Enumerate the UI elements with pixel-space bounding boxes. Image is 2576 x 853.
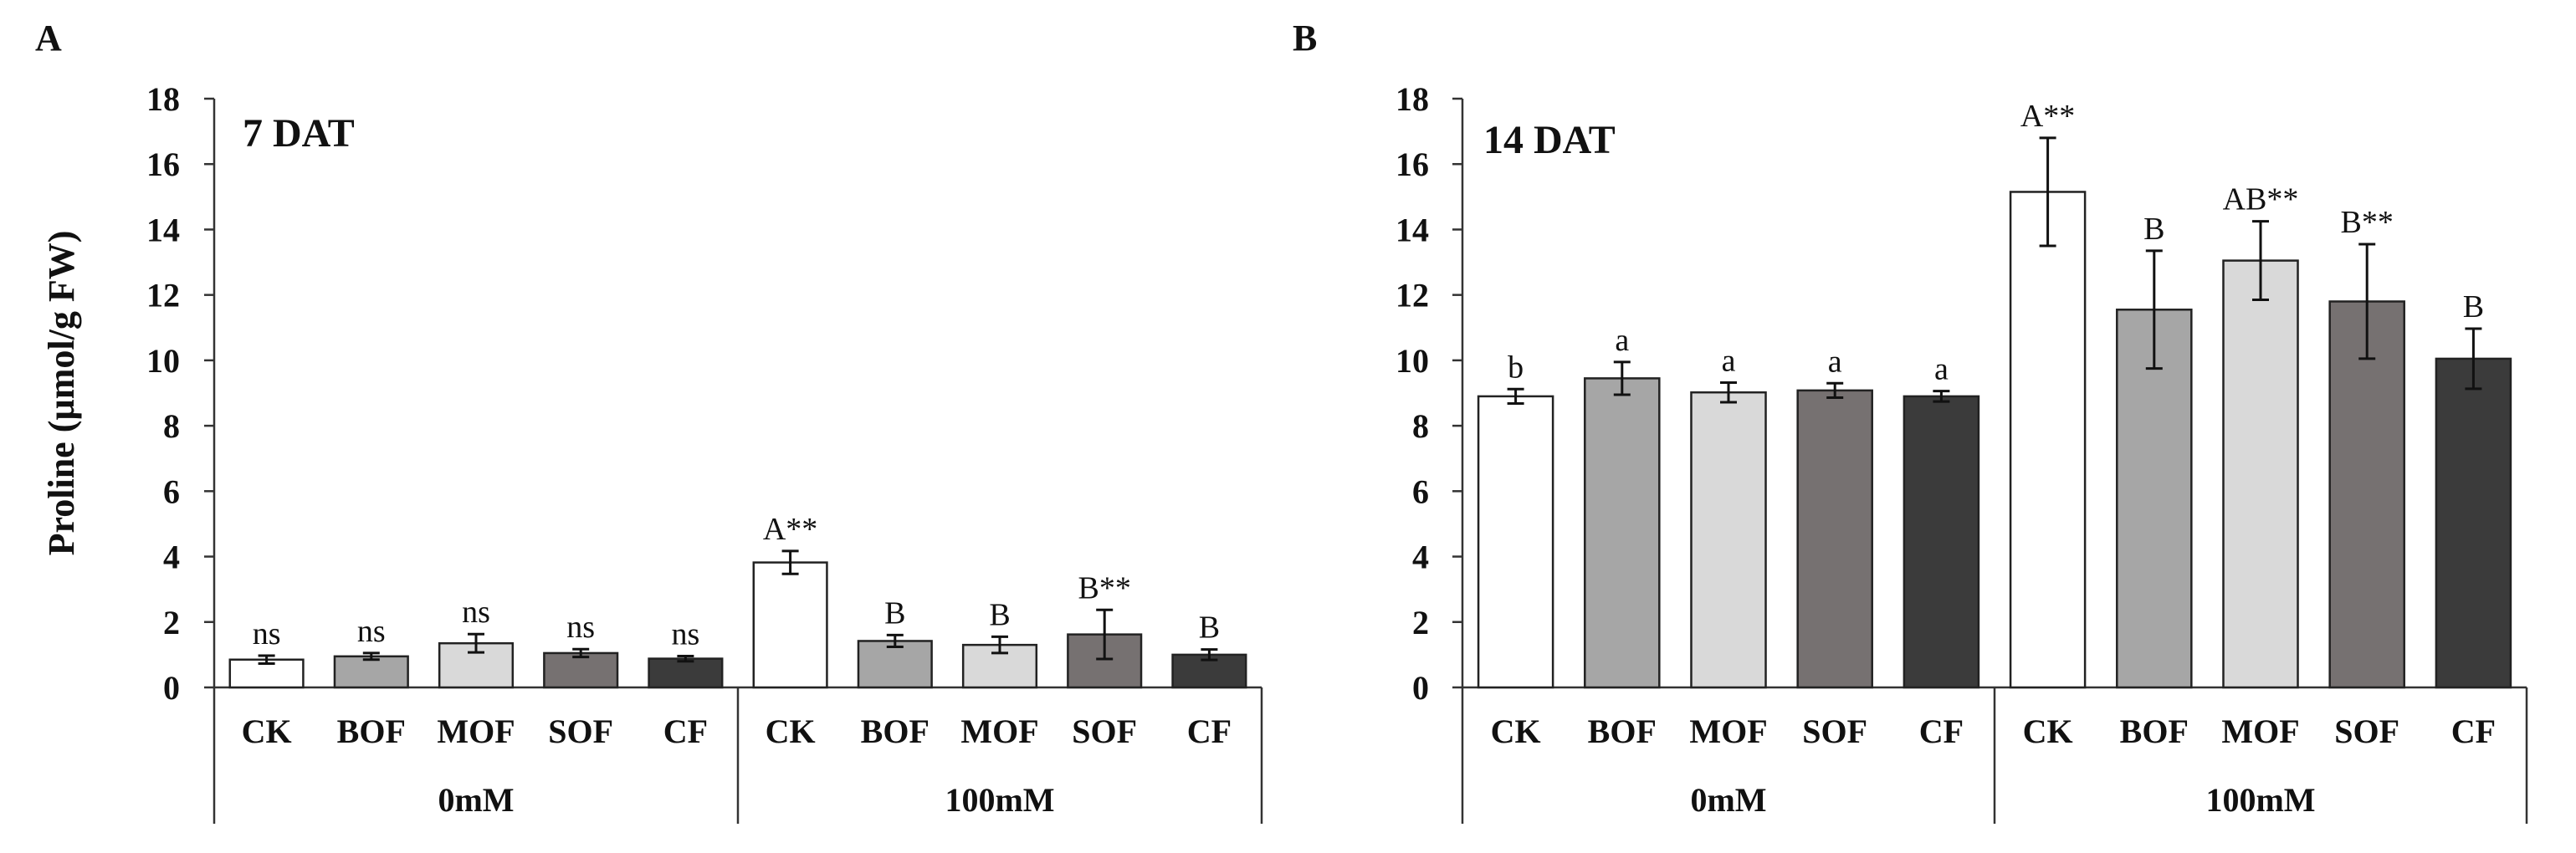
- panel-b-y-tick-label: 10: [1396, 342, 1429, 380]
- y-axis-label: Proline (µmol/g FW): [41, 231, 82, 556]
- panel-a-significance-label: B: [989, 597, 1010, 632]
- panel-b-category-label: MOF: [2221, 713, 2299, 750]
- panel-a-y-tick-label: 16: [146, 146, 180, 183]
- panel-a-chart: 0 2 4 6 8 10 12 14 16 18 0mM 100mM ns CK ns BOF ns MOF ns S…: [146, 80, 1263, 824]
- panel-b-y-tick-label: 0: [1412, 669, 1429, 707]
- panel-b-y-tick-label: 14: [1396, 211, 1429, 248]
- panel-a-category-label: CF: [663, 713, 708, 750]
- panel-b-significance-label: a: [1934, 352, 1949, 387]
- panel-a-category-label: MOF: [437, 713, 515, 750]
- panel-b-bar: [2222, 259, 2299, 689]
- panel-b-category-label: CK: [2023, 713, 2073, 750]
- panel-b-significance-label: B**: [2341, 205, 2394, 240]
- panel-b-significance-label: b: [1508, 350, 1524, 385]
- panel-a-category-label: BOF: [337, 713, 406, 750]
- panel-b-significance-label: a: [1722, 343, 1736, 378]
- panel-b-bar: [1584, 377, 1661, 689]
- panel-a-category-label: BOF: [861, 713, 930, 750]
- panel-a-significance-label: ns: [253, 616, 281, 651]
- panel-b-group-label: 100mM: [2205, 781, 2315, 819]
- panel-b-bar: [2435, 357, 2512, 689]
- panel-b-significance-label: AB**: [2223, 182, 2299, 217]
- panel-a-y-tick-label: 18: [146, 80, 180, 118]
- panel-b-category-label: MOF: [1689, 713, 1767, 750]
- panel-b-significance-label: a: [1828, 344, 1842, 379]
- panel-b-title: 14 DAT: [1483, 118, 1616, 162]
- panel-a-bar: [648, 657, 724, 689]
- panel-a-significance-label: B**: [1078, 570, 1131, 605]
- panel-a-significance-label: A**: [763, 512, 817, 547]
- panel-a-significance-label: B: [884, 595, 905, 631]
- panel-b-category-label: SOF: [1802, 713, 1867, 750]
- panel-a-significance-label: ns: [672, 616, 700, 651]
- panel-b-category-label: BOF: [2120, 713, 2189, 750]
- panel-b-y-tick-label: 8: [1412, 407, 1429, 445]
- panel-b-bar: [2116, 309, 2193, 689]
- panel-a-category-label: MOF: [960, 713, 1038, 750]
- panel-b-y-tick-label: 12: [1396, 277, 1429, 314]
- panel-b-letter: B: [1293, 18, 1317, 59]
- panel-a-category-label: SOF: [548, 713, 613, 750]
- panel-a-y-tick-label: 8: [163, 407, 180, 445]
- panel-b-bar: [2009, 191, 2087, 689]
- panel-a-y-tick-label: 10: [146, 342, 180, 380]
- panel-b-y-tick-label: 2: [1412, 604, 1429, 641]
- panel-a-group-label: 0mM: [438, 781, 514, 819]
- panel-a-category-label: CK: [242, 713, 292, 750]
- panel-b-significance-label: a: [1615, 323, 1629, 358]
- panel-b-chart: 0 2 4 6 8 10 12 14 16 18 0mM 100mM b CK a BOF a MOF a SOF a C…: [1396, 80, 2528, 824]
- panel-b-y-tick-label: 6: [1412, 472, 1429, 510]
- panel-a-category-label: SOF: [1072, 713, 1137, 750]
- panel-b-category-label: SOF: [2334, 713, 2399, 750]
- panel-b-y-tick-label: 16: [1396, 146, 1429, 183]
- panel-a-significance-label: ns: [462, 595, 490, 630]
- panel-a-title: 7 DAT: [243, 111, 355, 156]
- panel-b-significance-label: B: [2143, 212, 2164, 247]
- panel-a-y-tick-label: 2: [163, 604, 180, 641]
- panel-a-y-tick-label: 6: [163, 472, 180, 510]
- panel-a-y-tick-label: 4: [163, 539, 180, 576]
- panel-a-y-tick-label: 12: [146, 277, 180, 314]
- panel-a-category-label: CF: [1187, 713, 1232, 750]
- panel-a-y-tick-label: 0: [163, 669, 180, 707]
- panel-b-group-label: 0mM: [1690, 781, 1766, 819]
- panel-b-bar: [1796, 389, 1873, 689]
- panel-b-significance-label: B: [2463, 289, 2484, 324]
- panel-b-category-label: CF: [2451, 713, 2496, 750]
- panel-a-bar: [333, 655, 409, 689]
- panel-a-group-label: 100mM: [945, 781, 1054, 819]
- panel-b-y-tick-label: 18: [1396, 80, 1429, 118]
- panel-b-category-label: CK: [1491, 713, 1541, 750]
- panel-a-significance-label: ns: [566, 610, 595, 645]
- panel-a-y-tick-label: 14: [146, 211, 180, 248]
- panel-a-bar: [857, 640, 933, 689]
- panel-b-significance-label: A**: [2020, 99, 2075, 134]
- panel-a-bar: [752, 561, 828, 689]
- panel-b-y-tick-label: 4: [1412, 539, 1429, 576]
- panel-b-category-label: CF: [1919, 713, 1964, 750]
- panel-b-bar: [1477, 395, 1554, 689]
- panel-a-letter: A: [35, 18, 62, 59]
- panel-b-category-label: BOF: [1588, 713, 1657, 750]
- panel-a-significance-label: B: [1199, 610, 1220, 646]
- panel-a-category-label: CK: [766, 713, 816, 750]
- panel-a-significance-label: ns: [357, 614, 386, 649]
- panel-b-bar: [1903, 395, 1980, 689]
- panel-b-bar: [1690, 391, 1767, 689]
